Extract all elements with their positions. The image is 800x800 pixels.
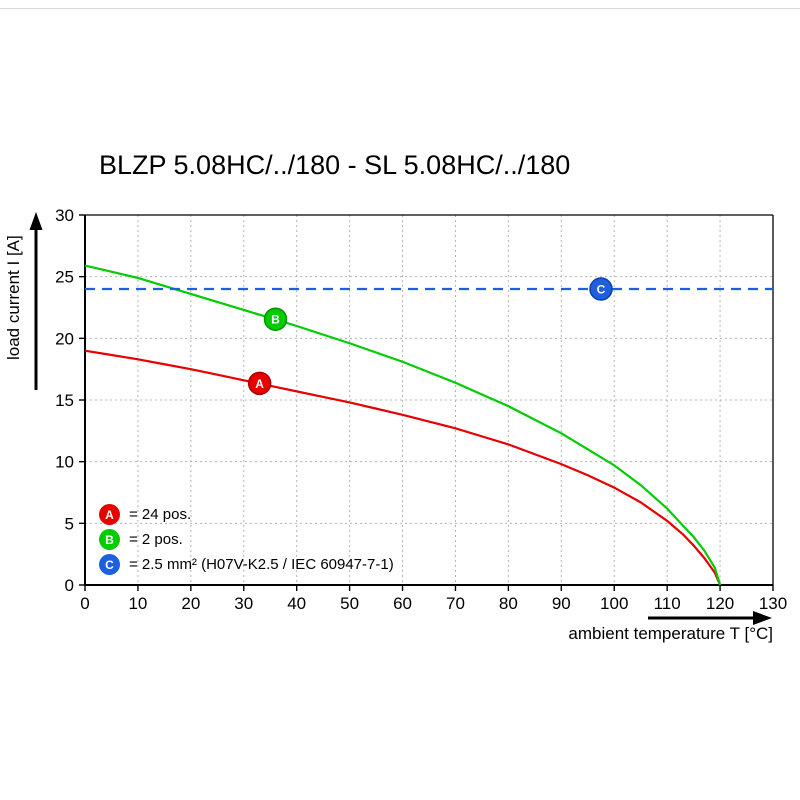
svg-text:130: 130: [759, 594, 787, 613]
svg-text:90: 90: [552, 594, 571, 613]
svg-text:30: 30: [55, 206, 74, 225]
svg-text:0: 0: [80, 594, 89, 613]
svg-text:30: 30: [234, 594, 253, 613]
svg-text:0: 0: [65, 576, 74, 595]
svg-text:15: 15: [55, 391, 74, 410]
svg-text:40: 40: [287, 594, 306, 613]
svg-text:70: 70: [446, 594, 465, 613]
legend-row-24pos: A = 24 pos.: [99, 502, 394, 527]
legend: A = 24 pos. B = 2 pos. C = 2.5 mm² (H07V…: [99, 502, 394, 577]
chart-title: BLZP 5.08HC/../180 - SL 5.08HC/../180: [99, 150, 571, 180]
svg-text:C: C: [597, 283, 606, 297]
svg-text:25: 25: [55, 268, 74, 287]
svg-text:60: 60: [393, 594, 412, 613]
legend-marker-b-icon: B: [99, 529, 120, 550]
svg-text:B: B: [271, 313, 280, 327]
legend-label-2pos: = 2 pos.: [129, 531, 183, 548]
svg-text:110: 110: [654, 594, 681, 613]
svg-text:10: 10: [128, 594, 147, 613]
legend-marker-c-icon: C: [99, 554, 120, 575]
svg-text:20: 20: [181, 594, 200, 613]
svg-text:10: 10: [55, 453, 74, 472]
svg-text:20: 20: [55, 329, 74, 348]
svg-text:120: 120: [706, 594, 734, 613]
svg-text:A: A: [255, 377, 264, 391]
legend-label-wire-limit: = 2.5 mm² (H07V-K2.5 / IEC 60947-7-1): [129, 556, 394, 573]
svg-text:100: 100: [600, 594, 628, 613]
x-axis-label: ambient temperature T [°C]: [568, 624, 773, 643]
legend-row-wire-limit: C = 2.5 mm² (H07V-K2.5 / IEC 60947-7-1): [99, 552, 394, 577]
svg-text:80: 80: [499, 594, 518, 613]
legend-label-24pos: = 24 pos.: [129, 506, 192, 523]
legend-marker-a-icon: A: [99, 504, 120, 525]
top-divider: [0, 8, 800, 9]
y-axis-label: load current I [A]: [4, 235, 23, 360]
svg-text:5: 5: [65, 514, 74, 533]
svg-text:50: 50: [340, 594, 359, 613]
legend-row-2pos: B = 2 pos.: [99, 527, 394, 552]
